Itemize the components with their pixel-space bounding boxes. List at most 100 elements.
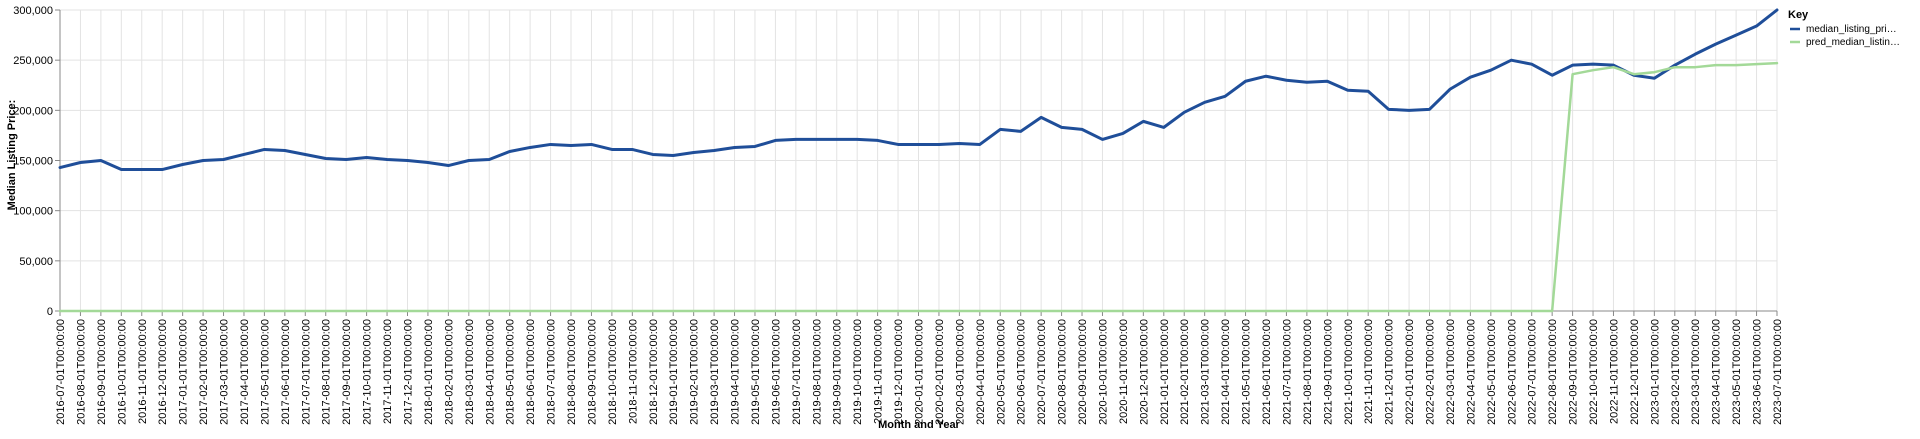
x-tick-label: 2018-07-01T00:00:00 xyxy=(546,319,558,425)
x-tick-label: 2020-07-01T00:00:00 xyxy=(1036,319,1048,425)
legend: Key median_listing_pri… pred_median_listi… xyxy=(1788,9,1900,48)
x-tick-label: 2018-09-01T00:00:00 xyxy=(586,319,598,425)
x-tick-label: 2020-09-01T00:00:00 xyxy=(1077,319,1089,425)
x-tick-label: 2020-10-01T00:00:00 xyxy=(1097,319,1109,425)
x-tick-label: 2016-09-01T00:00:00 xyxy=(96,319,108,425)
x-tick-label: 2017-07-01T00:00:00 xyxy=(300,319,312,425)
x-tick-label: 2020-08-01T00:00:00 xyxy=(1057,319,1069,425)
x-tick-label: 2021-01-01T00:00:00 xyxy=(1159,319,1171,425)
x-tick-label: 2019-03-01T00:00:00 xyxy=(709,319,721,425)
legend-title: Key xyxy=(1788,9,1809,21)
x-tick-label: 2019-02-01T00:00:00 xyxy=(689,319,701,425)
x-tick-label: 2017-09-01T00:00:00 xyxy=(341,319,353,425)
x-tick-label: 2019-11-01T00:00:00 xyxy=(873,319,885,424)
x-tick-label: 2022-10-01T00:00:00 xyxy=(1588,319,1600,425)
x-tick-label: 2021-11-01T00:00:00 xyxy=(1363,319,1375,424)
x-tick-label: 2017-02-01T00:00:00 xyxy=(198,319,210,425)
y-tick-label: 150,000 xyxy=(13,156,53,168)
x-tick-label: 2018-05-01T00:00:00 xyxy=(505,319,517,425)
series-lines xyxy=(58,8,1779,313)
x-tick-label: 2019-04-01T00:00:00 xyxy=(730,319,742,425)
x-tick-label: 2020-05-01T00:00:00 xyxy=(995,319,1007,425)
x-tick-label: 2022-05-01T00:00:00 xyxy=(1486,319,1498,425)
y-tick-label: 200,000 xyxy=(13,105,53,117)
x-tick-label: 2023-02-01T00:00:00 xyxy=(1670,319,1682,425)
x-tick-label: 2020-03-01T00:00:00 xyxy=(954,319,966,425)
x-tick-label: 2016-11-01T00:00:00 xyxy=(137,319,149,424)
x-tick-label: 2018-10-01T00:00:00 xyxy=(607,319,619,425)
x-tick-label: 2019-06-01T00:00:00 xyxy=(770,319,782,425)
x-tick-label: 2016-10-01T00:00:00 xyxy=(116,319,128,425)
x-tick-label: 2021-03-01T00:00:00 xyxy=(1200,319,1212,425)
x-tick-label: 2020-11-01T00:00:00 xyxy=(1118,319,1130,424)
x-tick-label: 2017-12-01T00:00:00 xyxy=(402,319,414,425)
x-tick-label: 2021-08-01T00:00:00 xyxy=(1302,319,1314,425)
x-tick-label: 2023-05-01T00:00:00 xyxy=(1731,319,1743,425)
x-tick-label: 2016-07-01T00:00:00 xyxy=(55,319,67,425)
x-tick-label: 2017-08-01T00:00:00 xyxy=(321,319,333,425)
x-tick-label: 2021-02-01T00:00:00 xyxy=(1179,319,1191,425)
x-tick-label: 2023-07-01T00:00:00 xyxy=(1772,319,1784,425)
x-tick-label: 2019-01-01T00:00:00 xyxy=(668,319,680,425)
x-tick-label: 2019-05-01T00:00:00 xyxy=(750,319,762,425)
x-tick-label: 2023-04-01T00:00:00 xyxy=(1711,319,1723,425)
x-tick-label: 2018-04-01T00:00:00 xyxy=(484,319,496,425)
x-tick-label: 2017-06-01T00:00:00 xyxy=(280,319,292,425)
x-tick-label: 2022-06-01T00:00:00 xyxy=(1506,319,1518,425)
x-tick-label: 2018-01-01T00:00:00 xyxy=(423,319,435,425)
axes: 0 50,000 100,000 150,000 200,000 250,000 300,0… xyxy=(13,5,1784,425)
x-tick-label: 2022-04-01T00:00:00 xyxy=(1465,319,1477,425)
legend-label: pred_median_listin… xyxy=(1806,37,1900,48)
x-axis-title: Month and Year xyxy=(878,419,960,431)
x-tick-label: 2022-11-01T00:00:00 xyxy=(1608,319,1620,424)
x-tick-label: 2021-12-01T00:00:00 xyxy=(1384,319,1396,425)
x-tick-label: 2022-07-01T00:00:00 xyxy=(1527,319,1539,425)
x-tick-label: 2019-07-01T00:00:00 xyxy=(791,319,803,425)
x-tick-label: 2017-01-01T00:00:00 xyxy=(178,319,190,425)
x-tick-label: 2017-05-01T00:00:00 xyxy=(259,319,271,425)
x-tick-label: 2021-07-01T00:00:00 xyxy=(1281,319,1293,425)
x-tick-label: 2021-05-01T00:00:00 xyxy=(1241,319,1253,425)
x-tick-label: 2020-06-01T00:00:00 xyxy=(1016,319,1028,425)
y-tick-label: 50,000 xyxy=(19,256,53,268)
x-tick-label: 2018-08-01T00:00:00 xyxy=(566,319,578,425)
x-tick-label: 2019-08-01T00:00:00 xyxy=(811,319,823,425)
x-tick-label: 2019-09-01T00:00:00 xyxy=(832,319,844,425)
x-tick-label: 2022-09-01T00:00:00 xyxy=(1568,319,1580,425)
x-tick-label: 2021-04-01T00:00:00 xyxy=(1220,319,1232,425)
x-tick-label: 2020-12-01T00:00:00 xyxy=(1138,319,1150,425)
x-tick-label: 2018-11-01T00:00:00 xyxy=(627,319,639,424)
x-tick-label: 2020-04-01T00:00:00 xyxy=(975,319,987,425)
x-tick-label: 2022-03-01T00:00:00 xyxy=(1445,319,1457,425)
x-tick-label: 2017-04-01T00:00:00 xyxy=(239,319,251,425)
x-tick-label: 2022-12-01T00:00:00 xyxy=(1629,319,1641,425)
x-tick-label: 2017-10-01T00:00:00 xyxy=(362,319,374,425)
x-tick-label: 2018-06-01T00:00:00 xyxy=(525,319,537,425)
x-tick-label: 2023-06-01T00:00:00 xyxy=(1752,319,1764,425)
x-tick-label: 2020-02-01T00:00:00 xyxy=(934,319,946,425)
x-tick-label: 2022-01-01T00:00:00 xyxy=(1404,319,1416,425)
x-tick-label: 2021-09-01T00:00:00 xyxy=(1322,319,1334,425)
y-tick-label: 100,000 xyxy=(13,206,53,218)
legend-label: median_listing_pri… xyxy=(1806,24,1897,35)
gridlines xyxy=(59,9,1778,312)
x-tick-label: 2017-11-01T00:00:00 xyxy=(382,319,394,424)
series-line-0 xyxy=(58,8,1779,172)
x-tick-label: 2016-12-01T00:00:00 xyxy=(157,319,169,425)
x-tick-label: 2019-12-01T00:00:00 xyxy=(893,319,905,425)
x-tick-label: 2022-08-01T00:00:00 xyxy=(1547,319,1559,425)
y-tick-label: 0 xyxy=(47,306,53,318)
x-tick-label: 2021-06-01T00:00:00 xyxy=(1261,319,1273,425)
x-tick-label: 2018-12-01T00:00:00 xyxy=(648,319,660,425)
y-axis-title: Median Listing Price: xyxy=(6,100,18,211)
x-tick-label: 2020-01-01T00:00:00 xyxy=(914,319,926,425)
x-tick-label: 2016-08-01T00:00:00 xyxy=(75,319,87,425)
x-tick-label: 2021-10-01T00:00:00 xyxy=(1343,319,1355,425)
series-line-1 xyxy=(58,61,1779,313)
x-tick-label: 2018-02-01T00:00:00 xyxy=(443,319,455,425)
x-tick-label: 2023-01-01T00:00:00 xyxy=(1649,319,1661,425)
x-tick-label: 2017-03-01T00:00:00 xyxy=(219,319,231,425)
x-tick-label: 2022-02-01T00:00:00 xyxy=(1425,319,1437,425)
